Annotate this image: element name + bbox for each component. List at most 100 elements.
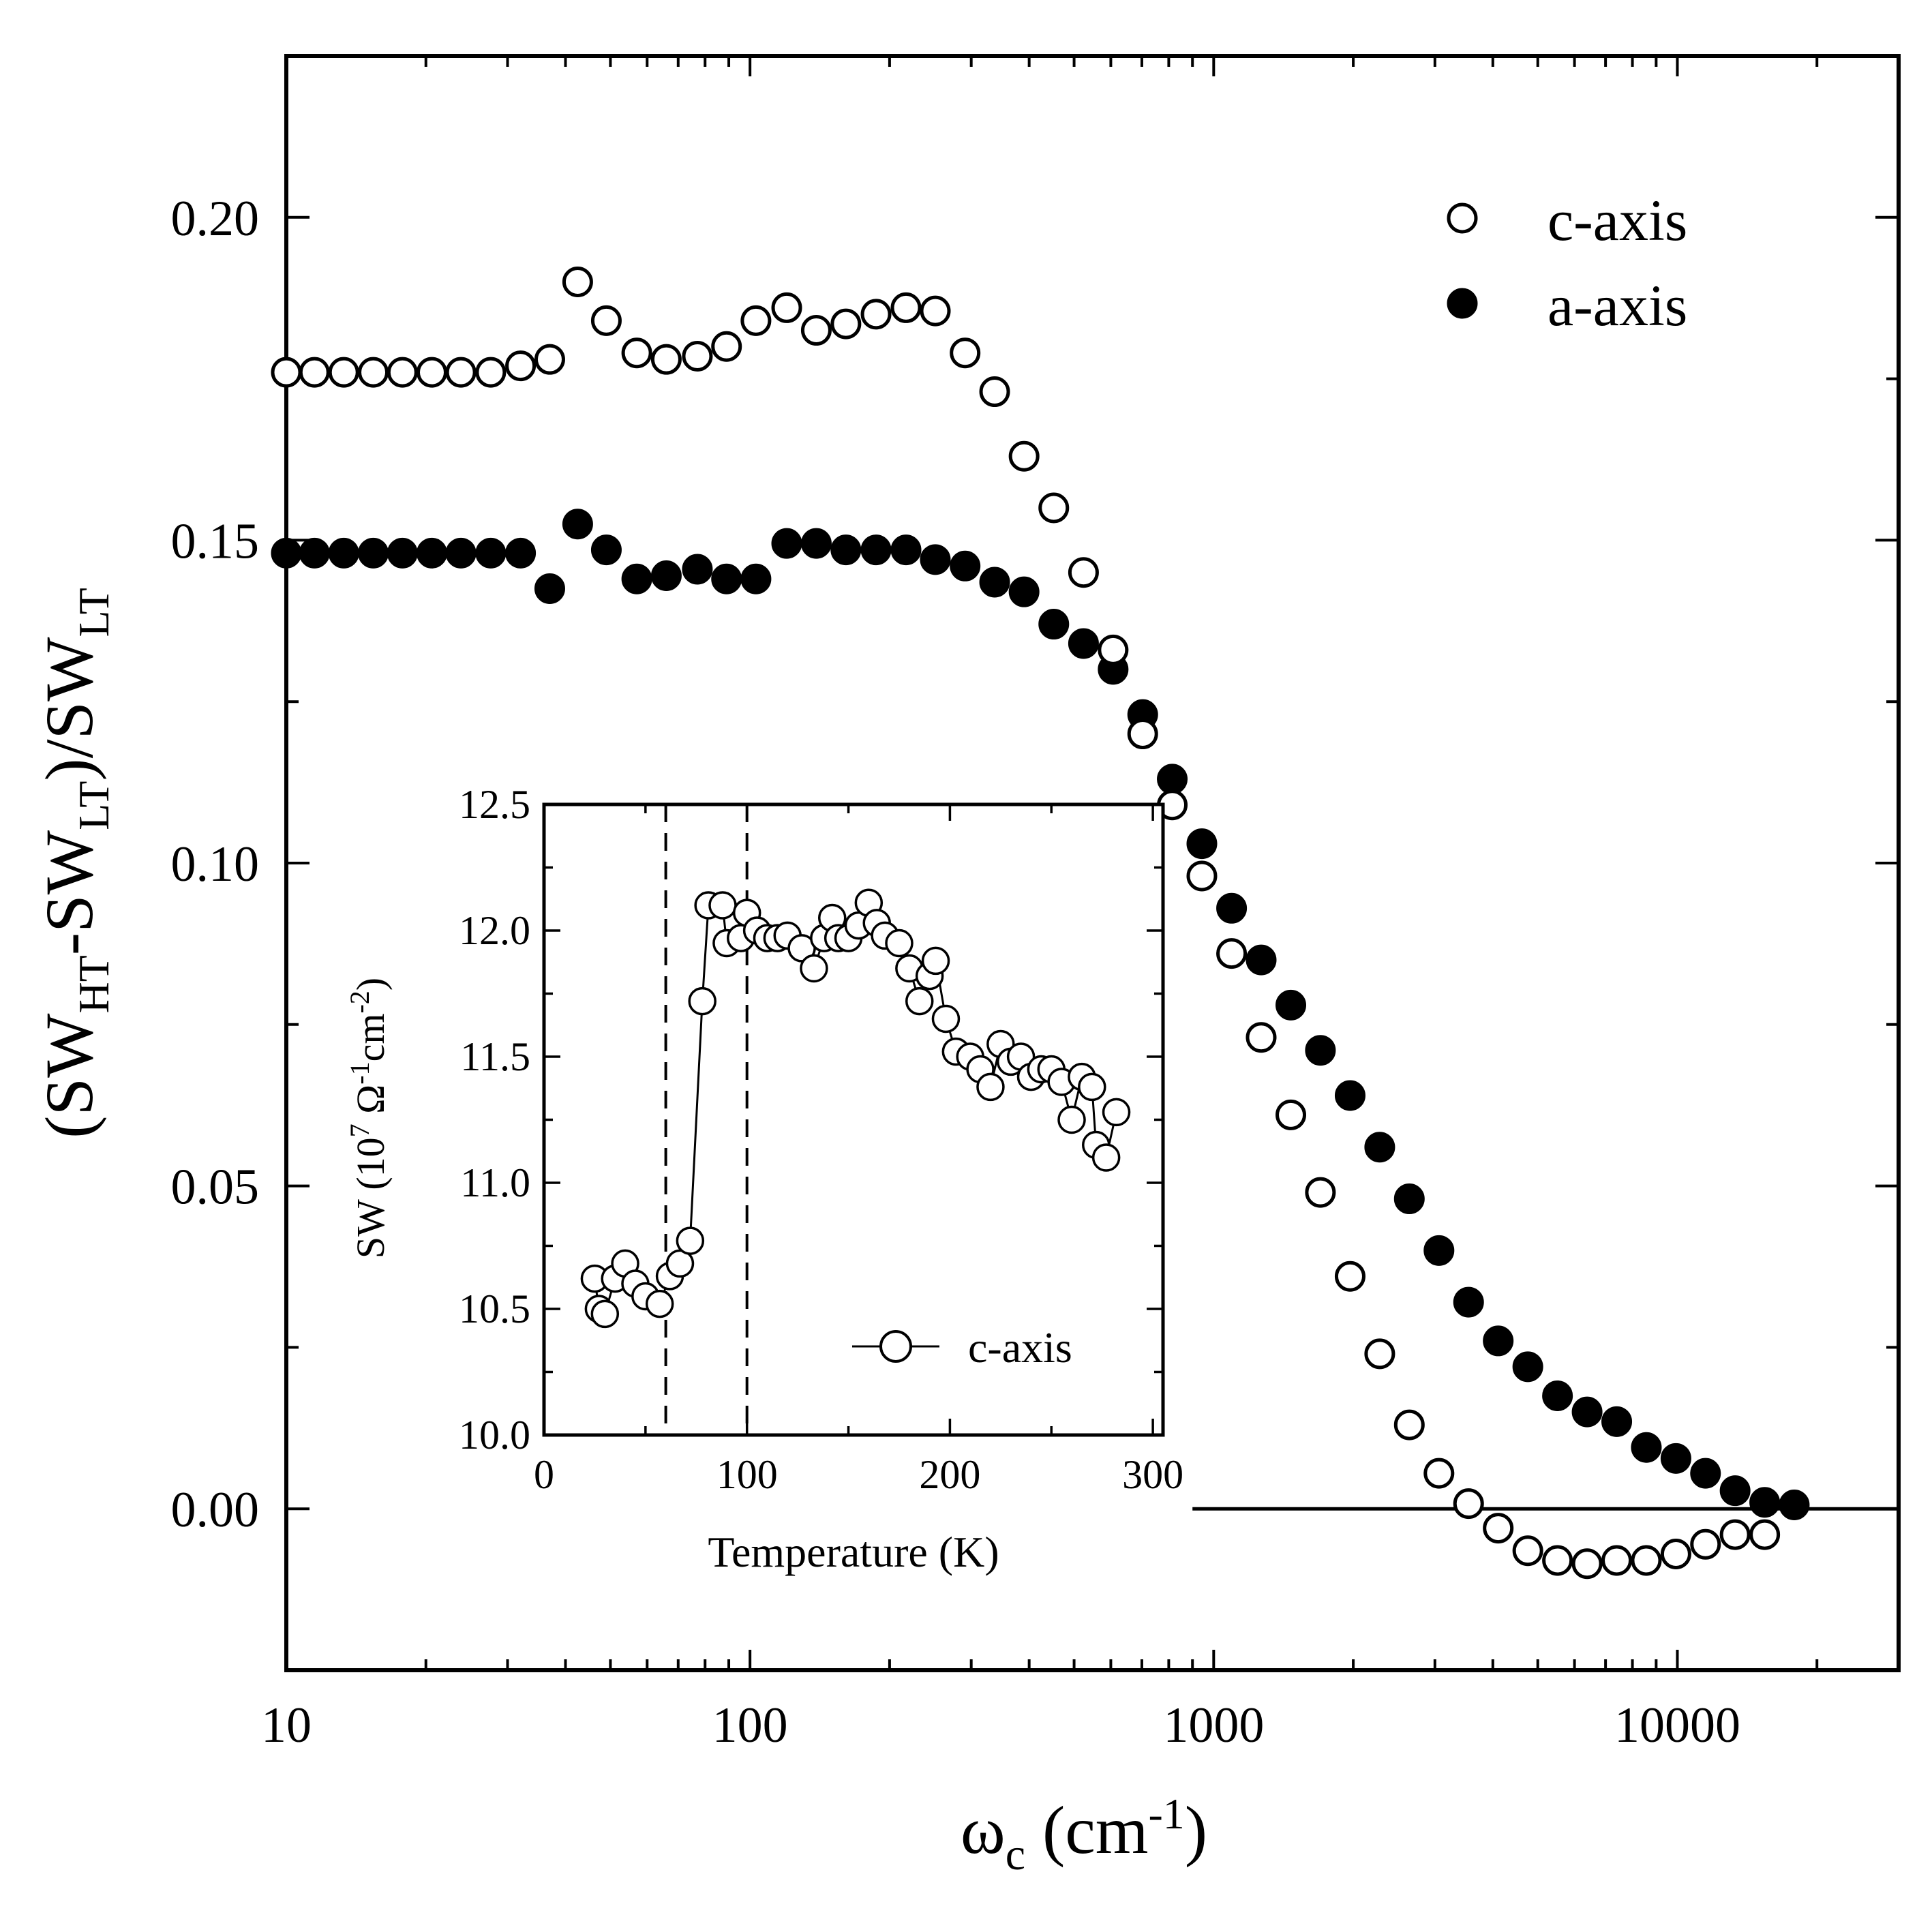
data-point-c-axis bbox=[682, 340, 713, 372]
data-point-c-axis bbox=[830, 308, 862, 339]
main-y-axis-label: (SWHT-SWLT)/SWLT bbox=[31, 588, 118, 1138]
data-point-a-axis bbox=[682, 554, 713, 585]
data-point-a-axis bbox=[1719, 1475, 1751, 1507]
data-point-c-axis bbox=[1483, 1513, 1514, 1544]
inset-data-point bbox=[905, 986, 934, 1016]
main-y-tick-label: 0.20 bbox=[171, 191, 260, 247]
inset-data-point bbox=[1091, 1143, 1121, 1172]
data-point-a-axis bbox=[416, 537, 447, 569]
data-point-c-axis bbox=[890, 292, 922, 323]
data-point-a-axis bbox=[1157, 764, 1188, 795]
main-legend: c-axis a-axis bbox=[1447, 187, 1687, 338]
data-point-c-axis bbox=[1068, 557, 1099, 588]
data-point-a-axis bbox=[387, 537, 418, 569]
data-point-c-axis bbox=[445, 357, 477, 388]
inset-data-point bbox=[885, 929, 914, 958]
data-point-a-axis bbox=[740, 563, 772, 594]
main-x-tick-label: 10 bbox=[261, 1697, 312, 1753]
data-point-a-axis bbox=[505, 537, 537, 569]
data-point-c-axis bbox=[740, 305, 772, 336]
inset-data-point bbox=[800, 954, 828, 983]
data-point-c-axis bbox=[505, 350, 537, 382]
data-point-a-axis bbox=[1779, 1490, 1810, 1521]
data-point-c-axis bbox=[1423, 1458, 1455, 1489]
data-point-a-axis bbox=[271, 537, 302, 569]
inset-data-point bbox=[931, 1004, 961, 1033]
inset-x-tick-label: 0 bbox=[534, 1452, 554, 1497]
data-point-c-axis bbox=[711, 331, 742, 362]
data-point-a-axis bbox=[1216, 892, 1248, 924]
data-point-a-axis bbox=[562, 509, 593, 540]
data-point-a-axis bbox=[950, 550, 981, 582]
inset-y-tick-label: 10.5 bbox=[459, 1286, 530, 1331]
data-point-a-axis bbox=[1008, 576, 1040, 607]
main-data-points bbox=[271, 267, 1810, 1580]
data-point-a-axis bbox=[1246, 944, 1277, 976]
inset-x-tick-label: 300 bbox=[1122, 1452, 1183, 1497]
data-point-a-axis bbox=[1068, 628, 1099, 659]
data-point-c-axis bbox=[920, 295, 951, 327]
data-point-c-axis bbox=[1038, 492, 1070, 524]
inset-data-point bbox=[976, 1072, 1005, 1102]
data-point-c-axis bbox=[299, 357, 330, 388]
data-point-c-axis bbox=[1542, 1545, 1573, 1576]
inset-y-tick-label: 12.0 bbox=[459, 908, 530, 953]
data-point-a-axis bbox=[860, 534, 892, 566]
main-ticks bbox=[285, 56, 1900, 1672]
data-point-a-axis bbox=[1601, 1406, 1633, 1437]
data-point-c-axis bbox=[1601, 1545, 1633, 1576]
data-point-a-axis bbox=[800, 528, 832, 559]
data-point-a-axis bbox=[830, 534, 862, 566]
inset-legend: c-axis bbox=[852, 1323, 1072, 1372]
data-point-c-axis bbox=[590, 305, 622, 336]
data-point-c-axis bbox=[1453, 1488, 1484, 1520]
data-point-c-axis bbox=[1690, 1528, 1721, 1560]
legend-label-a-axis: a-axis bbox=[1548, 273, 1687, 338]
inset-data-point bbox=[688, 986, 716, 1016]
inset-y-tick-label: 12.5 bbox=[459, 782, 530, 827]
data-point-a-axis bbox=[1690, 1458, 1721, 1489]
legend-label-c-axis: c-axis bbox=[1548, 187, 1687, 253]
data-point-c-axis bbox=[475, 357, 507, 388]
data-point-a-axis bbox=[1483, 1325, 1514, 1357]
inset-data-point bbox=[676, 1226, 705, 1255]
data-point-c-axis bbox=[562, 267, 593, 298]
main-x-tick-label: 100 bbox=[712, 1697, 788, 1753]
data-point-c-axis bbox=[860, 299, 892, 330]
main-x-tick-label: 10000 bbox=[1614, 1697, 1740, 1753]
data-point-c-axis bbox=[1305, 1177, 1336, 1208]
inset-x-axis-label: Temperature (K) bbox=[708, 1528, 999, 1576]
data-point-a-axis bbox=[1571, 1396, 1603, 1428]
data-point-a-axis bbox=[590, 534, 622, 566]
data-point-c-axis bbox=[534, 344, 565, 375]
inset-y-tick-label: 11.5 bbox=[460, 1034, 530, 1079]
inset-data-point bbox=[1102, 1098, 1131, 1127]
data-point-c-axis bbox=[1216, 938, 1248, 969]
data-point-a-axis bbox=[445, 537, 477, 569]
data-point-a-axis bbox=[1749, 1487, 1781, 1518]
inset-data-point bbox=[1078, 1072, 1106, 1102]
data-point-c-axis bbox=[1631, 1545, 1662, 1576]
data-point-a-axis bbox=[1038, 609, 1070, 640]
data-point-a-axis bbox=[979, 567, 1010, 598]
data-point-c-axis bbox=[1098, 634, 1129, 665]
legend-marker-a-axis bbox=[1447, 288, 1478, 319]
data-point-c-axis bbox=[1246, 1022, 1277, 1053]
data-point-c-axis bbox=[1660, 1539, 1691, 1570]
data-point-a-axis bbox=[1542, 1380, 1573, 1411]
data-point-c-axis bbox=[1393, 1409, 1425, 1440]
inset-legend-label: c-axis bbox=[968, 1323, 1072, 1372]
data-point-a-axis bbox=[358, 537, 389, 569]
data-point-c-axis bbox=[771, 292, 802, 323]
main-x-tick-label: 1000 bbox=[1163, 1697, 1264, 1753]
data-point-a-axis bbox=[1512, 1351, 1543, 1383]
inset-ticks bbox=[543, 803, 1163, 1436]
data-point-a-axis bbox=[621, 563, 652, 594]
data-point-c-axis bbox=[1364, 1338, 1395, 1370]
inset-data-point bbox=[645, 1289, 674, 1318]
data-point-a-axis bbox=[920, 544, 951, 575]
data-point-a-axis bbox=[1305, 1035, 1336, 1066]
inset-data-point bbox=[921, 946, 950, 976]
inset-chart: 0 100 200 300 10.0 10.5 11.0 11.5 12.0 12.5 SW (1… bbox=[344, 782, 1183, 1576]
